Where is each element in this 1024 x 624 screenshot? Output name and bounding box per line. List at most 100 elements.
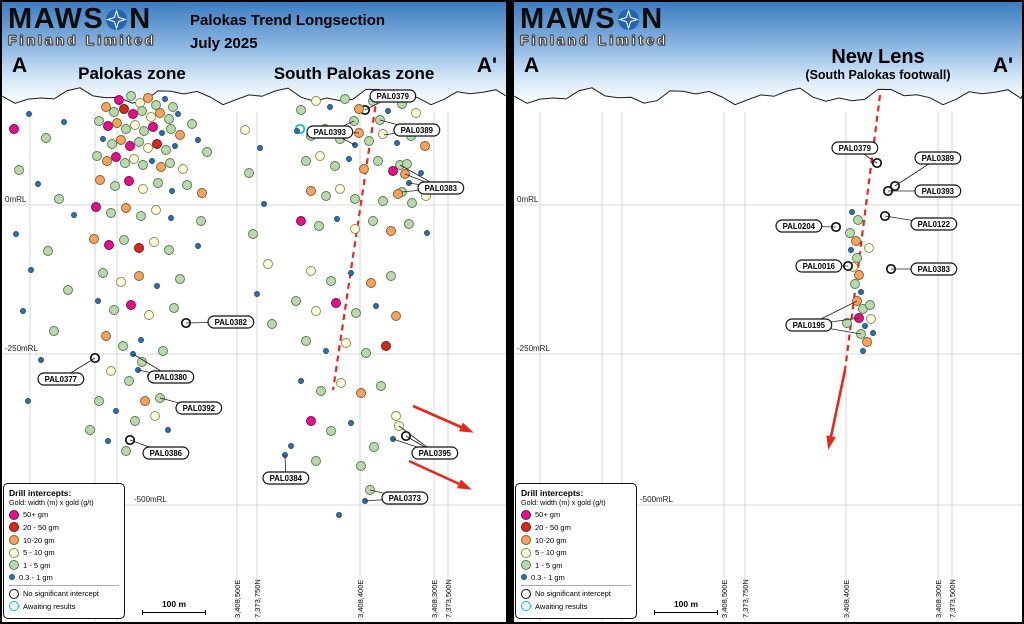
drillhole-label-text: PAL0379	[839, 144, 872, 153]
intercept-dot	[61, 119, 67, 125]
drillhole-label-text: PAL0373	[389, 494, 422, 503]
intercept-dot	[351, 308, 361, 318]
compass-icon	[618, 8, 640, 31]
intercept-dot	[848, 247, 854, 253]
intercept-dot	[202, 147, 212, 157]
intercept-dot	[378, 196, 388, 206]
intercept-dot	[106, 208, 116, 218]
legend-item: 0.3 - 1 gm	[9, 573, 119, 582]
intercept-dot	[291, 296, 301, 306]
drillhole-label-text: PAL0392	[183, 404, 216, 413]
logo-text-right: N	[129, 3, 152, 35]
intercept-dot	[151, 100, 161, 110]
map-title-line1: Palokas Trend Longsection	[190, 12, 386, 29]
drillhole-label-text: PAL0393	[314, 128, 347, 137]
intercept-dot	[296, 216, 306, 226]
intercept-dot	[94, 116, 104, 126]
intercept-dot	[162, 96, 168, 102]
intercept-dot	[124, 176, 134, 186]
drillhole-label-pill	[910, 217, 958, 231]
legend-title: Drill intercepts:	[521, 488, 584, 499]
intercept-dot	[112, 118, 122, 128]
legend-swatch-m	[521, 509, 531, 520]
coord-label: 7,373,500N	[444, 579, 453, 618]
logo-wordmark: MAWS N	[8, 5, 156, 34]
intercept-dot	[862, 337, 872, 347]
intercept-dot	[261, 201, 267, 207]
legend-swatch-b	[521, 574, 527, 581]
intercept-dot	[330, 161, 340, 171]
legend-item-label: 5 - 10 gm	[23, 548, 55, 558]
intercept-dot	[195, 137, 201, 143]
legend-item: 1 - 5 gm	[521, 560, 631, 571]
right-longsection-plot: 0mRL-250mRL-500mRL3,408,700N7,374,000N3,…	[514, 2, 1022, 622]
intercept-dot	[244, 168, 254, 178]
scale-bar: 100 m	[142, 599, 206, 615]
intercept-dot	[135, 98, 145, 108]
intercept-dot	[361, 348, 371, 358]
drillhole-label-text: PAL0380	[155, 373, 188, 382]
intercept-dot	[9, 124, 19, 134]
legend-item-label: 20 - 50 gm	[535, 522, 571, 532]
drillhole-label-text: PAL0379	[377, 92, 410, 101]
intercept-dot	[870, 330, 876, 336]
intercept-dot	[105, 438, 111, 444]
compass-icon	[106, 8, 128, 31]
drillhole-label-pill	[910, 262, 958, 276]
intercept-dot	[373, 303, 379, 309]
intercept-dot	[356, 388, 366, 398]
left-longsection-plot: 0mRL-250mRL-500mRL3,408,700N7,374,000N3,…	[2, 2, 506, 622]
drillhole-label-pill	[775, 219, 823, 233]
intercept-dot	[63, 285, 73, 295]
legend-items: 50+ gm 20 - 50 gm 10-20 gm 5 - 10 gm 1 - 5 g…	[9, 509, 119, 612]
intercept-dot	[169, 188, 175, 194]
trend-arrow	[827, 369, 847, 447]
map-title: Palokas Trend Longsection July 2025	[190, 9, 385, 56]
rl-label: -500mRL	[134, 495, 167, 504]
drillhole-label-pill	[262, 471, 310, 485]
intercept-dot	[103, 121, 113, 131]
intercept-dot	[49, 326, 59, 336]
zone-title-palokas: Palokas zone	[78, 64, 186, 83]
legend-item: 10-20 gm	[521, 535, 631, 546]
intercept-dot	[128, 109, 138, 119]
intercept-dot	[54, 194, 64, 204]
intercept-dot	[164, 245, 174, 255]
intercept-dot	[134, 271, 144, 281]
rl-label: 0mRL	[517, 195, 539, 204]
legend-swatch-n	[521, 588, 531, 599]
intercept-dot	[134, 243, 144, 253]
legend-item-label: 1 - 5 gm	[23, 560, 51, 570]
legend-item-label: Awaiting results	[23, 601, 76, 611]
intercept-dot	[136, 211, 146, 221]
intercept-dot	[38, 357, 44, 363]
intercept-dot	[865, 300, 875, 310]
intercept-dot	[114, 95, 124, 105]
intercept-dot	[107, 139, 117, 149]
scale-bar-label: 100 m	[161, 599, 187, 609]
legend-divider	[9, 584, 119, 586]
intercept-dot	[111, 152, 121, 162]
trend-line-dashed	[331, 95, 379, 391]
drillhole-label-pill	[142, 446, 190, 460]
new-lens-title-block: New Lens (South Palokas footwall)	[753, 46, 1003, 82]
intercept-dot	[126, 300, 136, 310]
intercept-dot	[154, 283, 160, 289]
intercept-dot	[85, 425, 95, 435]
intercept-dot	[298, 378, 304, 384]
intercept-dot	[98, 268, 108, 278]
intercept-dot	[323, 348, 329, 354]
intercept-dot	[161, 145, 171, 155]
intercept-dot	[854, 270, 864, 280]
legend-item-label: Awaiting results	[535, 601, 588, 611]
intercept-dot	[165, 158, 175, 168]
intercept-dot	[306, 416, 316, 426]
legend-swatch-a	[521, 601, 531, 612]
drillhole-label-pill	[37, 372, 85, 386]
legend-item-label: No significant intercept	[23, 589, 99, 599]
mawson-logo: MAWS N Finland Limited	[520, 5, 668, 48]
legend-item: No significant intercept	[521, 588, 631, 599]
intercept-dot	[381, 341, 391, 351]
drillhole-label-pill	[381, 491, 429, 505]
intercept-dot	[418, 170, 424, 176]
